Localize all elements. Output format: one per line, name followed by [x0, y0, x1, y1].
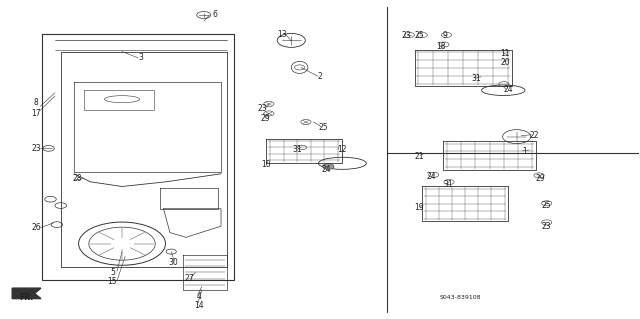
Text: 28: 28: [72, 174, 82, 183]
Text: 11: 11: [500, 48, 510, 58]
Text: 6: 6: [212, 11, 217, 19]
Text: 3: 3: [139, 53, 143, 62]
Text: 15: 15: [108, 277, 117, 286]
Text: 31: 31: [472, 74, 481, 83]
Text: 14: 14: [194, 301, 204, 310]
Text: 8: 8: [33, 98, 38, 107]
Text: 25: 25: [542, 201, 552, 210]
Text: 2: 2: [317, 72, 323, 81]
Text: 23: 23: [31, 144, 40, 153]
Text: 27: 27: [184, 274, 194, 283]
Text: 22: 22: [529, 131, 539, 140]
Text: 29: 29: [261, 114, 271, 123]
Text: 24: 24: [504, 85, 513, 94]
Text: 25: 25: [414, 31, 424, 40]
Text: FR.: FR.: [19, 293, 33, 302]
Polygon shape: [12, 288, 41, 299]
Text: 12: 12: [338, 145, 347, 154]
Text: 23: 23: [401, 31, 411, 40]
Text: 24: 24: [321, 165, 331, 174]
Text: 23: 23: [258, 104, 268, 113]
Text: 30: 30: [168, 258, 178, 267]
Text: 25: 25: [318, 123, 328, 132]
Text: 21: 21: [414, 152, 424, 161]
Text: 5: 5: [110, 268, 115, 277]
Text: 19: 19: [414, 203, 424, 211]
Text: 13: 13: [277, 30, 287, 39]
Text: 18: 18: [436, 42, 446, 51]
Text: 9: 9: [442, 31, 447, 40]
Text: 17: 17: [31, 109, 40, 118]
Text: 24: 24: [427, 173, 436, 182]
Text: 31: 31: [293, 145, 303, 154]
Text: 23: 23: [542, 222, 552, 231]
Text: 10: 10: [261, 160, 271, 169]
Text: 29: 29: [536, 174, 545, 183]
Circle shape: [323, 164, 334, 169]
Text: S043-839108: S043-839108: [440, 295, 481, 300]
Text: 20: 20: [500, 58, 510, 67]
Text: 4: 4: [196, 292, 201, 300]
Text: 26: 26: [31, 223, 40, 232]
Text: 1: 1: [522, 147, 527, 156]
Text: 31: 31: [443, 181, 452, 189]
